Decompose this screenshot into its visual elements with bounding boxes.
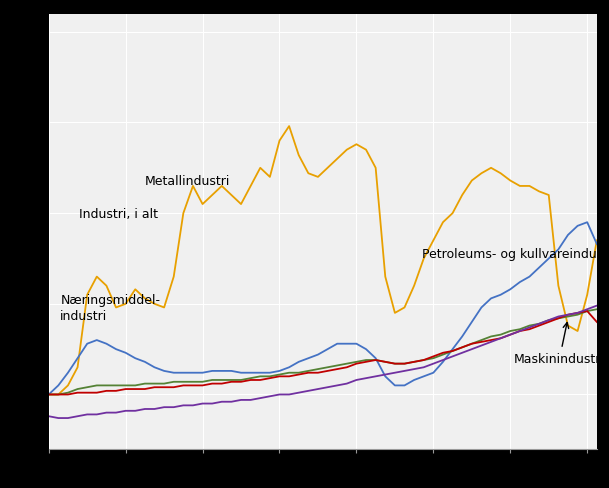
- Text: Næringsmiddel-
industri: Næringsmiddel- industri: [60, 293, 160, 322]
- Text: Industri, i alt: Industri, i alt: [80, 207, 158, 220]
- Text: Metallindustri: Metallindustri: [145, 175, 230, 187]
- Text: Maskinindustri: Maskinindustri: [514, 323, 605, 365]
- Text: Petroleums- og kullvareindustri: Petroleums- og kullvareindustri: [422, 247, 609, 260]
